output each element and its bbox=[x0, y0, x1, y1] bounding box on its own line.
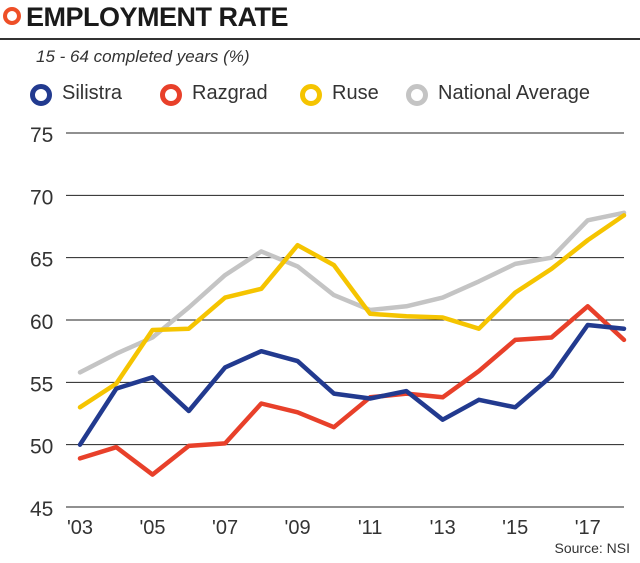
x-tick-label: '03 bbox=[67, 517, 93, 539]
series-line-razgrad bbox=[77, 304, 627, 477]
y-tick-label: 55 bbox=[30, 373, 53, 396]
chart-header: EMPLOYMENT RATE bbox=[0, 0, 640, 40]
legend-swatch-ruse bbox=[300, 84, 322, 106]
title-bullet-icon bbox=[3, 7, 21, 25]
x-axis-ticks: '03 '05 '07 '09 '11 '13 '15 '17 bbox=[67, 517, 601, 539]
legend-swatch-silistra bbox=[30, 84, 52, 106]
source-note: Source: NSI bbox=[554, 540, 630, 556]
series-lines bbox=[77, 210, 627, 477]
series-line-silistra bbox=[77, 322, 627, 447]
y-tick-label: 45 bbox=[30, 498, 53, 521]
y-axis-ticks: 45 50 55 60 65 70 75 bbox=[30, 124, 53, 521]
chart-title: EMPLOYMENT RATE bbox=[26, 2, 289, 32]
legend-label-silistra: Silistra bbox=[62, 82, 123, 104]
x-tick-label: '17 bbox=[575, 517, 601, 539]
chart-subtitle: 15 - 64 completed years (%) bbox=[36, 47, 250, 66]
series-line-ruse bbox=[77, 213, 627, 410]
y-tick-label: 65 bbox=[30, 249, 53, 272]
x-tick-label: '05 bbox=[139, 517, 165, 539]
y-tick-label: 75 bbox=[30, 124, 53, 147]
x-tick-label: '07 bbox=[212, 517, 238, 539]
legend-swatch-razgrad bbox=[160, 84, 182, 106]
legend-swatch-national-average bbox=[406, 84, 428, 106]
legend-label-razgrad: Razgrad bbox=[192, 82, 268, 104]
legend-label-ruse: Ruse bbox=[332, 82, 379, 104]
x-tick-label: '09 bbox=[285, 517, 311, 539]
x-tick-label: '13 bbox=[430, 517, 456, 539]
y-tick-label: 70 bbox=[30, 186, 53, 209]
y-tick-label: 60 bbox=[30, 311, 53, 334]
x-tick-label: '11 bbox=[358, 517, 383, 539]
title-divider bbox=[0, 38, 640, 40]
gridlines bbox=[66, 132, 624, 508]
x-tick-label: '15 bbox=[502, 517, 528, 539]
legend-label-national-average: National Average bbox=[438, 82, 590, 104]
series-line-national-average bbox=[77, 210, 627, 375]
y-tick-label: 50 bbox=[30, 436, 53, 459]
